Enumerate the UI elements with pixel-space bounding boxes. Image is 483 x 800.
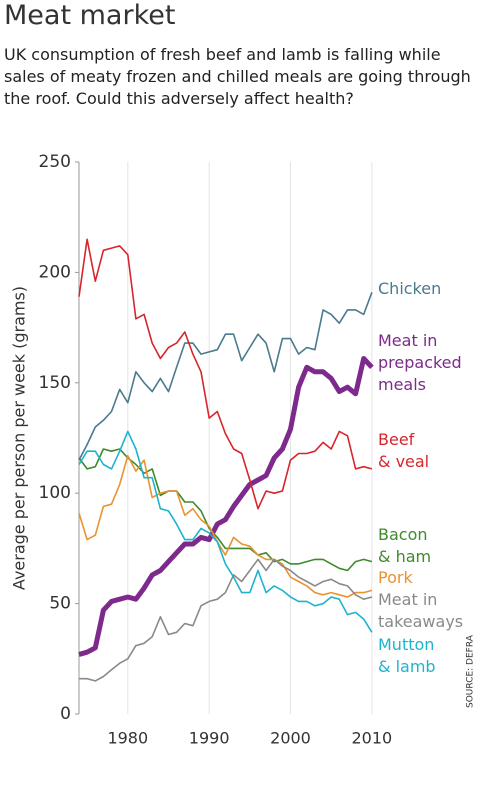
legend-label: Bacon & ham (378, 525, 431, 566)
series-line (78, 448, 373, 572)
series-line (78, 430, 373, 633)
x-tick-label: 1980 (107, 729, 148, 748)
y-tick-label: 200 (39, 262, 71, 282)
chart-title: Meat market (4, 0, 176, 31)
x-tick-label: 2010 (352, 729, 393, 748)
series-line (78, 238, 373, 510)
y-tick-label: 150 (39, 373, 71, 393)
legend-label: Pork (378, 568, 413, 587)
y-tick-label: 0 (60, 704, 71, 724)
series-line (79, 558, 373, 682)
legend-label: Mutton & lamb (378, 635, 436, 676)
legend-label: Meat in takeaways (378, 590, 463, 631)
legend-label: Beef & veal (378, 430, 429, 471)
series-line (78, 292, 373, 461)
legend-label: Meat in prepacked meals (378, 331, 462, 394)
source: SOURCE: DEFRA (466, 634, 476, 708)
y-tick-label: 100 (39, 483, 71, 503)
legend-label: Chicken (378, 279, 441, 298)
series-line (78, 454, 373, 598)
x-tick-label: 1990 (189, 729, 230, 748)
chart-subtitle: UK consumption of fresh beef and lamb is… (4, 45, 471, 108)
y-tick-label: 250 (39, 152, 71, 172)
x-tick-label: 2000 (270, 729, 311, 748)
series-line (78, 356, 374, 657)
y-axis-label: Average per person per week (grams) (10, 286, 29, 590)
y-tick-label: 50 (49, 594, 71, 614)
